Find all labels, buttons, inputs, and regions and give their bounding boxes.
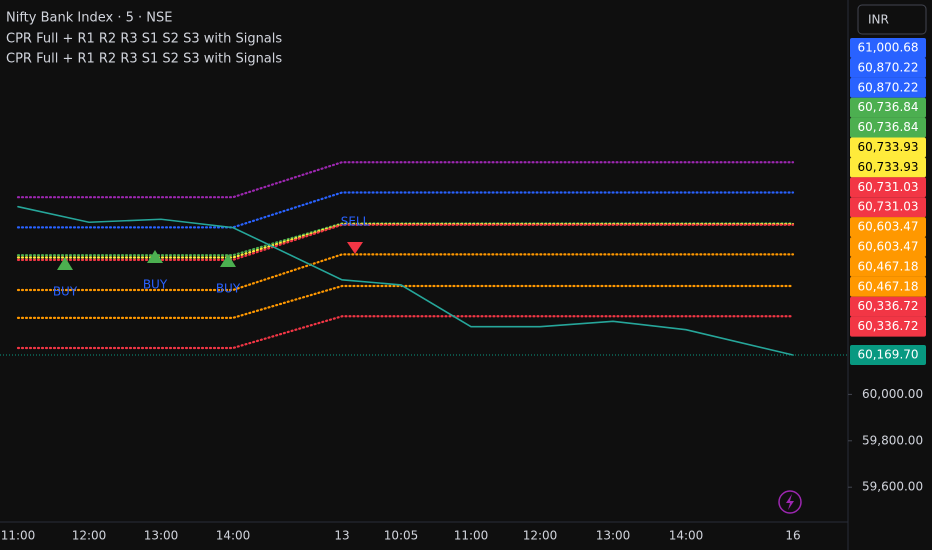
price-tag [850, 157, 926, 178]
price-tag [850, 217, 926, 238]
y-tick-label: 59,600.00 [862, 480, 923, 494]
x-tick-label: 14:00 [669, 529, 704, 543]
price-tag-label: 61,000.68 [857, 41, 918, 55]
price-tag [850, 97, 926, 118]
price-tag-label: 60,336.72 [857, 319, 918, 333]
level-line [16, 191, 795, 229]
price-tag-label: 60,603.47 [857, 240, 918, 254]
price-tag [850, 57, 926, 78]
sell-marker [347, 242, 363, 254]
x-tick-label: 10:05 [384, 529, 419, 543]
last-price-tag [850, 345, 926, 366]
x-tick-label: 16 [785, 529, 800, 543]
signal-label: BUY [216, 282, 241, 296]
level-line [16, 315, 795, 350]
y-tick-label: 60,000.00 [862, 387, 923, 401]
price-tag-label: 60,603.47 [857, 220, 918, 234]
x-tick-label: 13 [334, 529, 349, 543]
x-tick-label: 12:00 [523, 529, 558, 543]
price-tag [850, 276, 926, 297]
price-tag-label: 60,336.72 [857, 299, 918, 313]
level-line [16, 253, 795, 292]
last-price-label: 60,169.70 [857, 348, 918, 362]
signal-label: BUY [53, 285, 78, 299]
price-line [17, 205, 794, 356]
x-tick-label: 11:00 [1, 529, 36, 543]
signal-label: BUY [143, 278, 168, 292]
price-tag-label: 60,467.18 [857, 279, 918, 293]
price-tag [850, 137, 926, 158]
x-tick-label: 14:00 [216, 529, 251, 543]
y-tick-label: 59,800.00 [862, 433, 923, 447]
price-tag-label: 60,467.18 [857, 259, 918, 273]
price-tag-label: 60,736.84 [857, 100, 918, 114]
price-tag-label: 60,736.84 [857, 120, 918, 134]
signal-label: SELL [341, 215, 370, 229]
level-line [16, 161, 795, 199]
price-tag [850, 256, 926, 277]
price-tag [850, 77, 926, 98]
x-tick-label: 12:00 [72, 529, 107, 543]
currency[interactable]: INR [868, 13, 889, 27]
price-tag [850, 316, 926, 337]
price-tag-label: 60,870.22 [857, 80, 918, 94]
price-tag [850, 177, 926, 198]
indicator: CPR Full + R1 R2 R3 S1 S2 S3 with Signal… [6, 32, 282, 47]
price-tag [850, 296, 926, 317]
price-tag [850, 237, 926, 257]
x-tick-label: 11:00 [454, 529, 489, 543]
x-tick-label: 13:00 [596, 529, 631, 543]
price-tag-label: 60,733.93 [857, 160, 918, 174]
price-tag-label: 60,731.03 [857, 200, 918, 214]
indicator: CPR Full + R1 R2 R3 S1 S2 S3 with Signal… [6, 52, 282, 67]
price-tag [850, 38, 926, 58]
price-tag-label: 60,731.03 [857, 180, 918, 194]
buy-marker [57, 257, 73, 270]
level-line [16, 223, 795, 261]
lightning-glyph [786, 494, 794, 510]
price-tag [850, 197, 926, 218]
price-tag-label: 60,733.93 [857, 140, 918, 154]
lightning-icon[interactable] [778, 490, 802, 514]
price-tag [850, 117, 926, 138]
buy-marker [147, 250, 163, 263]
price-tag-label: 60,870.22 [857, 60, 918, 74]
level-line [16, 284, 795, 319]
x-tick-label: 13:00 [144, 529, 179, 543]
buy-marker [220, 254, 236, 267]
chart-title: Nifty Bank Index · 5 · NSE [6, 11, 172, 26]
currency-button[interactable] [857, 4, 927, 35]
